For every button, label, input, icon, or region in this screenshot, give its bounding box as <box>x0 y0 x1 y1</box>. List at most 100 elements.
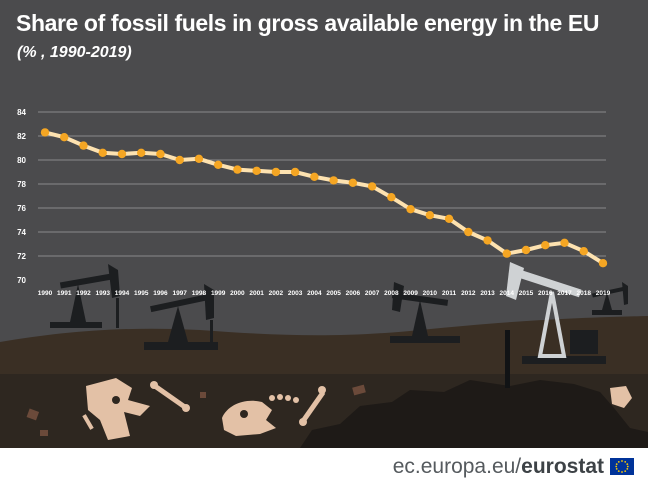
dinosaur-skull-icon <box>610 386 632 408</box>
x-tick-label: 2018 <box>577 290 592 297</box>
x-tick-label: 2005 <box>326 290 341 297</box>
footer: ec.europa.eu/eurostat <box>0 448 648 486</box>
y-tick-label: 76 <box>17 204 26 213</box>
fossil-vertebrae-icon <box>269 394 299 403</box>
x-tick-label: 2008 <box>384 290 399 297</box>
x-tick-label: 2007 <box>365 290 380 297</box>
data-series <box>40 128 608 268</box>
x-tick-label: 2001 <box>249 290 264 297</box>
y-axis: 70 72 74 76 78 80 82 84 <box>17 108 26 285</box>
data-point <box>233 165 242 174</box>
data-point <box>444 214 454 223</box>
x-tick-label: 2012 <box>461 290 476 297</box>
data-point <box>252 166 261 175</box>
dinosaur-skull-icon <box>86 378 150 440</box>
data-point <box>464 227 473 237</box>
x-tick-label: 1993 <box>95 290 110 297</box>
rock-fragment <box>352 384 366 396</box>
y-tick-label: 80 <box>17 156 26 165</box>
fossil-bone-icon <box>299 386 326 426</box>
data-point <box>60 133 69 142</box>
y-tick-label: 74 <box>17 228 26 237</box>
x-tick-label: 2009 <box>403 290 418 297</box>
dinosaur-skull-icon <box>222 400 276 436</box>
x-tick-label: 2003 <box>288 290 303 297</box>
x-tick-label: 1991 <box>57 290 72 297</box>
data-point <box>213 160 223 169</box>
data-point <box>348 178 358 187</box>
ground-illustration <box>0 316 648 448</box>
data-point <box>329 176 338 185</box>
oil-pumps <box>50 262 628 364</box>
oil-pump-icon <box>591 282 628 315</box>
x-tick-label: 1996 <box>153 290 168 297</box>
data-point <box>387 193 396 202</box>
x-tick-label: 1999 <box>211 290 226 297</box>
rock-fragment <box>40 430 48 436</box>
x-tick-label: 2004 <box>307 290 322 297</box>
x-tick-label: 2006 <box>346 290 361 297</box>
data-point <box>117 149 127 159</box>
y-tick-label: 82 <box>17 132 26 141</box>
data-point <box>521 245 531 255</box>
data-point <box>290 167 300 177</box>
data-point <box>560 238 569 247</box>
fossil-bone-icon <box>150 381 190 412</box>
x-tick-label: 2014 <box>500 290 515 297</box>
data-point <box>156 149 165 159</box>
series-line <box>43 130 605 266</box>
chart-subtitle: (% , 1990-2019) <box>17 44 132 61</box>
data-point <box>406 205 415 214</box>
chart-title: Share of fossil fuels in gross available… <box>16 10 600 36</box>
source-link[interactable]: ec.europa.eu/eurostat <box>393 455 604 479</box>
data-point <box>79 141 88 150</box>
x-tick-label: 2002 <box>269 290 284 297</box>
x-tick-label: 1998 <box>192 290 207 297</box>
data-point <box>483 236 492 245</box>
oil-pump-icon <box>50 264 120 328</box>
x-axis: 1990 1991 1992 1993 1994 1995 1996 1997 1998 1999… <box>38 290 611 297</box>
fossils <box>26 378 632 440</box>
y-tick-label: 72 <box>17 252 26 261</box>
eu-flag-icon <box>610 458 634 475</box>
data-point <box>310 172 319 181</box>
x-tick-label: 1992 <box>76 290 91 297</box>
chart-panel: 70 72 74 76 78 80 82 84 1990 1991 1992 1993 1994 199… <box>0 0 648 448</box>
rock-fragment <box>200 392 206 398</box>
data-point <box>175 155 184 165</box>
data-point <box>579 247 588 256</box>
x-tick-label: 2013 <box>480 290 495 297</box>
data-point <box>98 148 107 157</box>
oil-pump-icon <box>144 284 218 350</box>
rock-layer <box>300 380 648 448</box>
data-point <box>137 148 146 157</box>
oil-pipe <box>505 330 510 388</box>
y-tick-label: 84 <box>17 108 26 117</box>
data-point <box>502 249 511 258</box>
gridlines <box>38 111 606 257</box>
rock-fragment <box>26 408 40 421</box>
source-site: ec.europa.eu/ <box>392 455 522 478</box>
oil-pump-icon <box>506 262 606 364</box>
x-tick-label: 2017 <box>557 290 572 297</box>
x-tick-label: 2016 <box>538 290 553 297</box>
data-point <box>425 211 435 220</box>
y-tick-label: 78 <box>17 180 26 189</box>
data-point <box>40 128 50 137</box>
x-tick-label: 2019 <box>596 290 611 297</box>
data-point <box>194 154 204 163</box>
data-point <box>598 259 608 268</box>
x-tick-label: 1990 <box>38 290 53 297</box>
x-tick-label: 1994 <box>115 290 130 297</box>
x-tick-label: 1995 <box>134 290 149 297</box>
x-tick-label: 2000 <box>230 290 245 297</box>
oil-pump-icon <box>390 282 460 343</box>
x-tick-label: 1997 <box>172 290 187 297</box>
source-brand: eurostat <box>521 455 604 478</box>
x-tick-label: 2010 <box>423 290 438 297</box>
x-tick-label: 2015 <box>519 290 534 297</box>
x-tick-label: 2011 <box>442 290 456 297</box>
data-point <box>367 182 377 191</box>
